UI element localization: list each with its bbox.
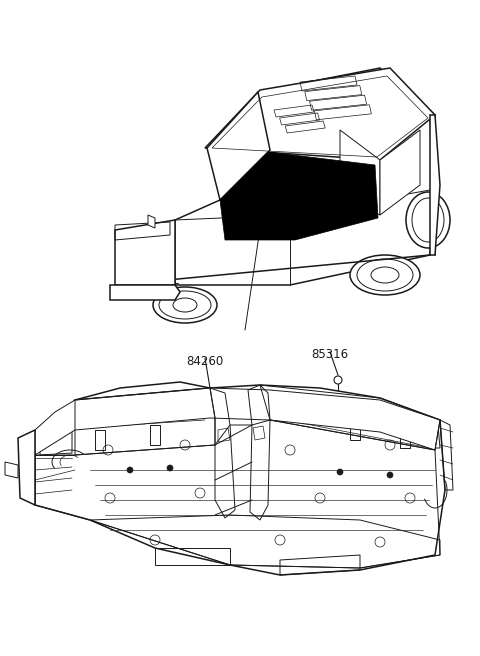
Polygon shape xyxy=(340,130,380,215)
Polygon shape xyxy=(35,388,440,455)
Polygon shape xyxy=(205,68,435,160)
Ellipse shape xyxy=(127,467,133,473)
Ellipse shape xyxy=(167,465,173,471)
Polygon shape xyxy=(175,68,435,285)
Polygon shape xyxy=(220,152,378,240)
Text: 84260: 84260 xyxy=(186,355,224,368)
Polygon shape xyxy=(110,285,180,300)
Polygon shape xyxy=(430,115,440,255)
Text: 85316: 85316 xyxy=(312,348,348,361)
Polygon shape xyxy=(380,130,420,215)
Polygon shape xyxy=(115,220,175,285)
Ellipse shape xyxy=(153,287,217,323)
Polygon shape xyxy=(18,430,35,505)
Ellipse shape xyxy=(337,469,343,475)
Ellipse shape xyxy=(387,472,393,478)
Polygon shape xyxy=(207,92,270,200)
Ellipse shape xyxy=(350,255,420,295)
Polygon shape xyxy=(35,382,445,575)
Ellipse shape xyxy=(406,192,450,248)
Polygon shape xyxy=(148,215,155,228)
